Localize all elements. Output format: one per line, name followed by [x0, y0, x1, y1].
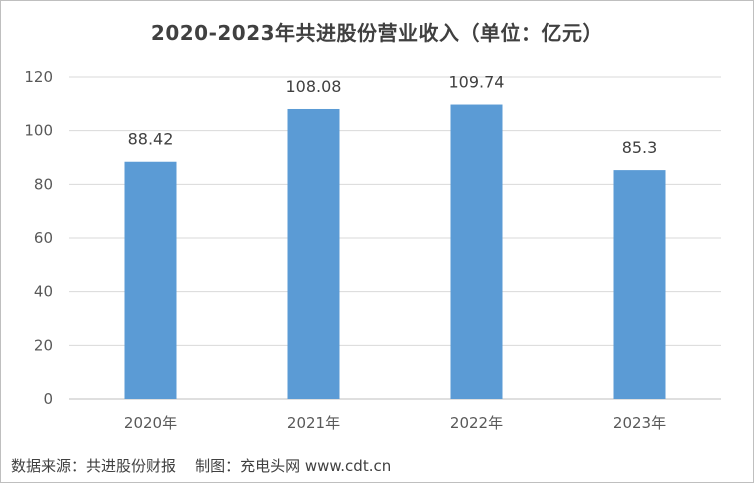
x-tick-label: 2023年: [613, 414, 666, 432]
x-tick-label: 2020年: [124, 414, 177, 432]
y-tick-label: 100: [24, 122, 53, 140]
data-label: 108.08: [286, 77, 342, 96]
data-label: 109.74: [449, 73, 505, 92]
data-label: 88.42: [128, 130, 174, 149]
x-tick-label: 2021年: [287, 414, 340, 432]
y-tick-label: 0: [43, 390, 53, 408]
bar-2022年: [450, 104, 503, 399]
y-tick-label: 120: [24, 68, 53, 86]
bar-2020年: [124, 161, 177, 399]
data-label: 85.3: [622, 138, 658, 157]
y-tick-label: 20: [34, 336, 53, 354]
bar-2021年: [287, 108, 340, 399]
x-tick-label: 2022年: [450, 414, 503, 432]
bar-2023年: [613, 170, 666, 399]
y-tick-label: 80: [34, 175, 53, 193]
y-tick-label: 60: [34, 229, 53, 247]
y-tick-label: 40: [34, 283, 53, 301]
credit-note: 制图：充电头网 www.cdt.cn: [195, 457, 392, 475]
source-note: 数据来源：共进股份财报: [11, 457, 177, 475]
chart-title: 2020-2023年共进股份营业收入（单位：亿元）: [150, 21, 604, 45]
chart-footer: 数据来源：共进股份财报 制图：充电头网 www.cdt.cn: [11, 455, 391, 476]
